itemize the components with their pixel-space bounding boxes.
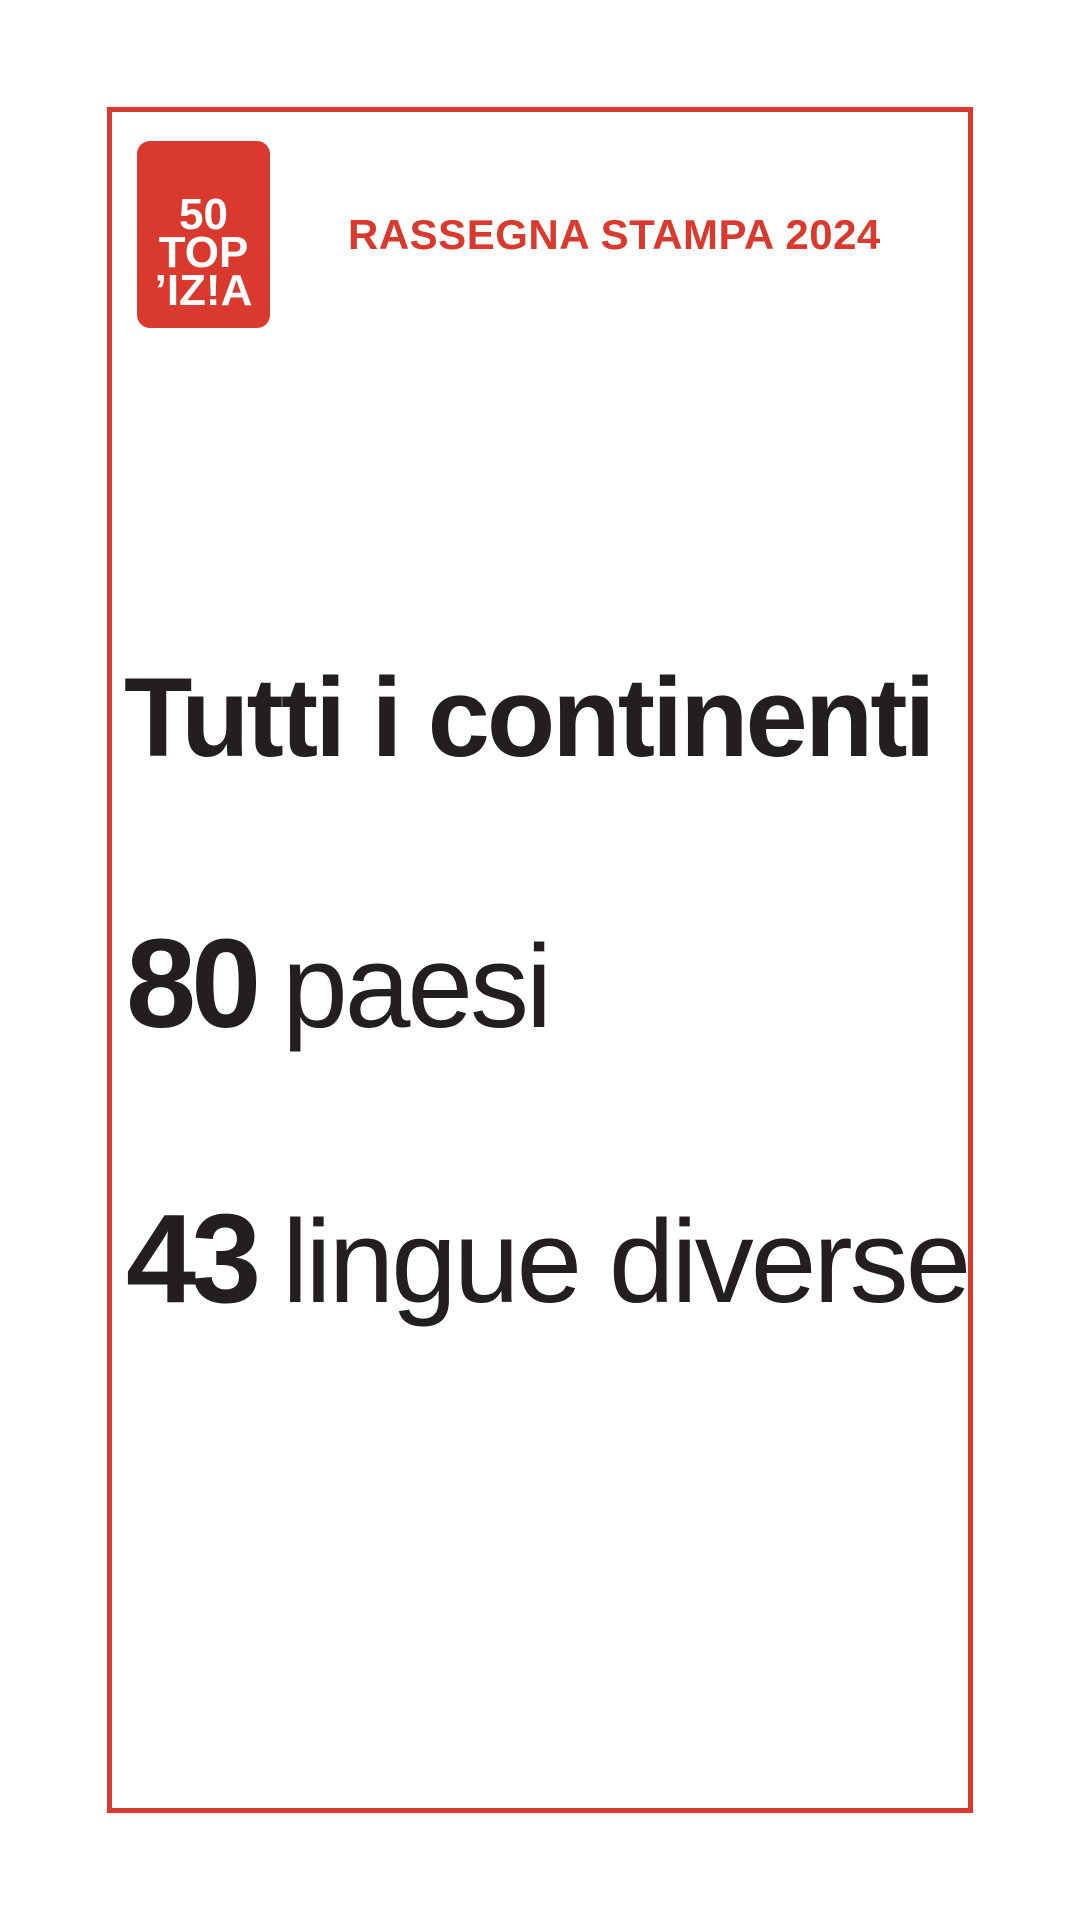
stat-value-countries: 80 [126,913,261,1054]
stat-label-languages: lingue diverse [282,1196,971,1328]
stat-label-countries: paesi [282,921,552,1053]
red-border-frame [107,107,973,1813]
page-title: Tutti i continenti [124,655,936,780]
logo-line-50: 50 [179,190,228,239]
stat-row-languages: 43 lingue diverse [126,1188,971,1329]
logo-line-top: TOP [158,228,249,277]
stat-value-languages: 43 [126,1188,261,1329]
press-review-title: RASSEGNA STAMPA 2024 [348,211,881,258]
stat-row-countries: 80 paesi [126,913,552,1054]
logo-line-pizza: ’IZ!A [154,266,253,315]
fifty-top-pizza-logo: 50 TOP ’IZ!A [137,141,270,328]
